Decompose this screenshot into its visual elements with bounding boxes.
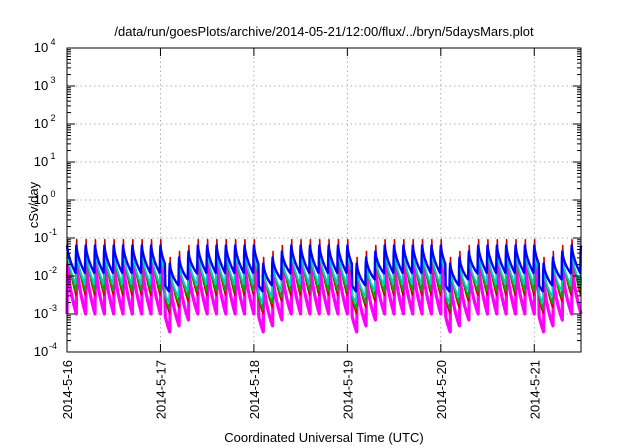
x-axis-label: Coordinated Universal Time (UTC) (224, 430, 423, 445)
x-tick-label: 2014-5-20 (434, 360, 449, 419)
y-tick-exponent: 4 (50, 37, 55, 47)
series-line (65, 244, 583, 293)
y-tick-label: 10 (34, 192, 48, 207)
x-tick-label: 2014-5-19 (340, 360, 355, 419)
series-line (66, 245, 582, 304)
y-tick-label: 10 (34, 306, 48, 321)
y-tick-exponent: -1 (49, 227, 57, 237)
y-tick-exponent: 3 (50, 75, 55, 85)
x-tick-label: 2014-5-17 (153, 360, 168, 419)
y-tick-exponent: -3 (49, 303, 57, 313)
y-tick-label: 10 (34, 268, 48, 283)
x-tick-label: 2014-5-21 (527, 360, 542, 419)
y-tick-exponent: 1 (50, 151, 55, 161)
y-tick-exponent: -2 (49, 265, 57, 275)
y-tick-label: 10 (34, 230, 48, 245)
plot-area (65, 238, 583, 334)
y-tick-label: 10 (34, 154, 48, 169)
y-axis-label: cSv/day (26, 181, 41, 228)
x-tick-label: 2014-5-18 (247, 360, 262, 419)
y-tick-label: 10 (34, 116, 48, 131)
series-line (65, 263, 583, 334)
y-tick-exponent: -4 (49, 341, 57, 351)
y-tick-label: 10 (34, 78, 48, 93)
y-tick-exponent: 0 (50, 189, 55, 199)
y-tick-label: 10 (34, 40, 48, 55)
x-tick-label: 2014-5-16 (60, 360, 75, 419)
y-tick-exponent: 2 (50, 113, 55, 123)
chart-title: /data/run/goesPlots/archive/2014-05-21/1… (114, 24, 534, 39)
y-tick-label: 10 (34, 344, 48, 359)
